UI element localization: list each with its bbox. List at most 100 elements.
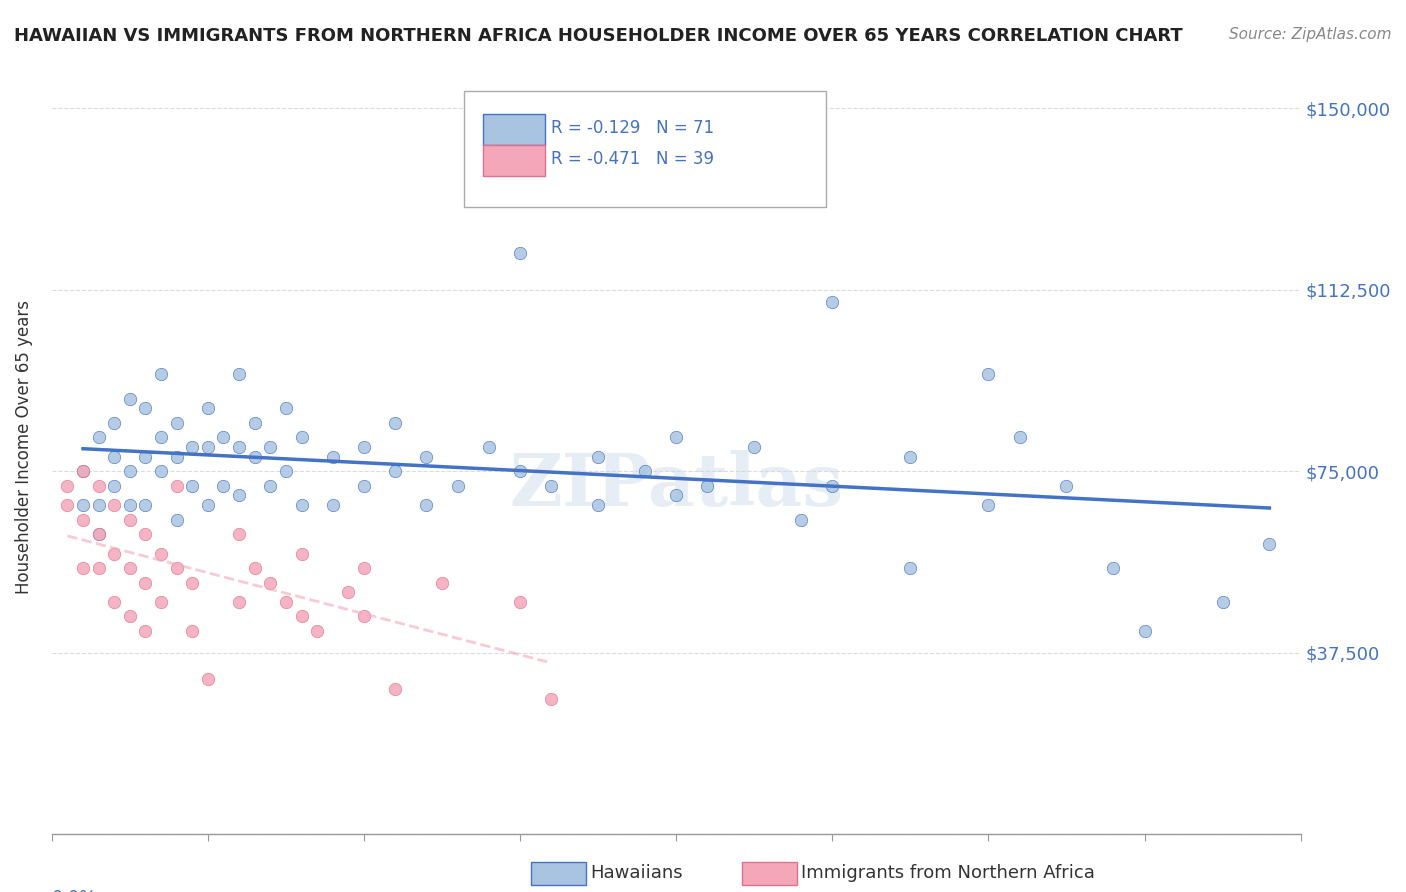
Point: [1133, 624, 1156, 638]
Y-axis label: Householder Income Over 65 years: Householder Income Over 65 years: [15, 300, 32, 594]
Point: [166, 479, 188, 493]
Point: [586, 450, 609, 464]
Point: [1056, 479, 1078, 493]
Point: [197, 401, 219, 416]
Point: [478, 440, 501, 454]
Point: [274, 401, 297, 416]
Point: [243, 450, 266, 464]
Point: [228, 368, 250, 382]
Point: [181, 479, 204, 493]
Point: [134, 450, 156, 464]
Point: [212, 479, 235, 493]
Point: [118, 464, 141, 478]
Point: [150, 368, 173, 382]
Point: [150, 595, 173, 609]
Point: [696, 479, 718, 493]
Point: [197, 440, 219, 454]
Point: [56, 479, 79, 493]
Point: [821, 479, 844, 493]
Point: [181, 440, 204, 454]
Point: [259, 575, 281, 590]
Point: [134, 624, 156, 638]
Point: [259, 440, 281, 454]
Point: [307, 624, 329, 638]
Point: [509, 595, 531, 609]
Point: [56, 498, 79, 512]
Point: [384, 464, 406, 478]
Point: [150, 430, 173, 444]
Point: [150, 464, 173, 478]
Point: [134, 401, 156, 416]
Point: [446, 479, 468, 493]
FancyBboxPatch shape: [482, 114, 546, 145]
Point: [509, 246, 531, 260]
Point: [243, 561, 266, 575]
Point: [353, 440, 375, 454]
Point: [134, 575, 156, 590]
Point: [898, 450, 921, 464]
Point: [197, 498, 219, 512]
Point: [103, 450, 125, 464]
Point: [166, 561, 188, 575]
Point: [181, 624, 204, 638]
Point: [87, 498, 110, 512]
Point: [118, 609, 141, 624]
Point: [118, 392, 141, 406]
Point: [118, 513, 141, 527]
Point: [150, 547, 173, 561]
Point: [166, 416, 188, 430]
Point: [898, 561, 921, 575]
Point: [353, 561, 375, 575]
Point: [337, 585, 360, 599]
Point: [353, 479, 375, 493]
Point: [509, 464, 531, 478]
Point: [243, 416, 266, 430]
Point: [72, 513, 94, 527]
Point: [1258, 537, 1281, 551]
Text: HAWAIIAN VS IMMIGRANTS FROM NORTHERN AFRICA HOUSEHOLDER INCOME OVER 65 YEARS COR: HAWAIIAN VS IMMIGRANTS FROM NORTHERN AFR…: [14, 27, 1182, 45]
Point: [540, 479, 562, 493]
Point: [87, 479, 110, 493]
Point: [1102, 561, 1125, 575]
Point: [103, 547, 125, 561]
Point: [72, 561, 94, 575]
Point: [212, 430, 235, 444]
Point: [103, 416, 125, 430]
Point: [290, 547, 312, 561]
Point: [665, 430, 688, 444]
Text: R = -0.471   N = 39: R = -0.471 N = 39: [551, 150, 714, 168]
Text: Source: ZipAtlas.com: Source: ZipAtlas.com: [1229, 27, 1392, 42]
Point: [181, 575, 204, 590]
Point: [322, 450, 344, 464]
Text: 0.0%: 0.0%: [52, 888, 97, 892]
Point: [1212, 595, 1234, 609]
Point: [228, 527, 250, 541]
Point: [665, 488, 688, 502]
Point: [977, 368, 1000, 382]
FancyBboxPatch shape: [464, 91, 827, 207]
Point: [290, 498, 312, 512]
Point: [290, 430, 312, 444]
Point: [72, 464, 94, 478]
Point: [290, 609, 312, 624]
Point: [103, 595, 125, 609]
Point: [540, 691, 562, 706]
FancyBboxPatch shape: [482, 145, 546, 176]
Point: [87, 430, 110, 444]
Point: [634, 464, 657, 478]
Point: [415, 450, 437, 464]
Point: [87, 527, 110, 541]
Point: [228, 488, 250, 502]
Text: Immigrants from Northern Africa: Immigrants from Northern Africa: [801, 864, 1095, 882]
Point: [384, 416, 406, 430]
Point: [72, 464, 94, 478]
Point: [197, 673, 219, 687]
Point: [87, 561, 110, 575]
Point: [166, 450, 188, 464]
Point: [790, 513, 813, 527]
Point: [103, 479, 125, 493]
Point: [415, 498, 437, 512]
Point: [274, 595, 297, 609]
Point: [977, 498, 1000, 512]
Point: [103, 498, 125, 512]
